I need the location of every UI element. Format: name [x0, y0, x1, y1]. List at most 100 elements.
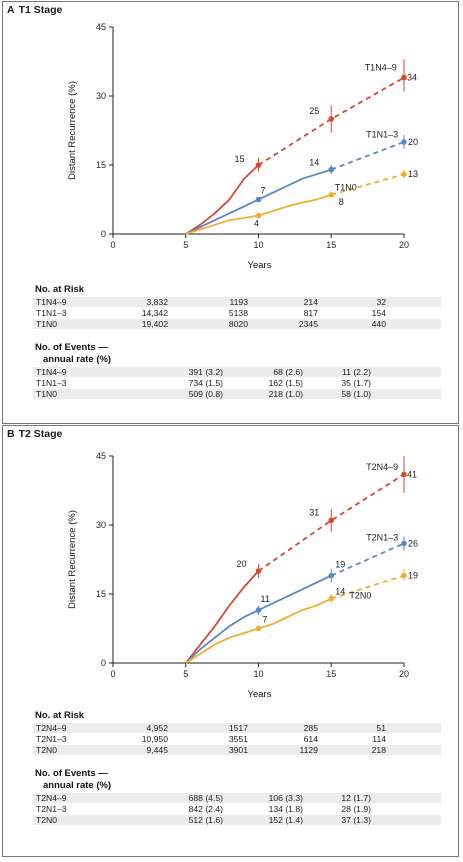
table-cell: 391 (3.2)	[188, 367, 223, 377]
table-cell: 162 (1.5)	[268, 378, 303, 388]
table-heading: annual rate (%)	[43, 354, 112, 365]
risk-row: T2N4–9 4,952 1517 285 51	[33, 723, 441, 733]
data-point	[401, 471, 407, 478]
table-cell: 28 (1.9)	[341, 804, 371, 814]
y-axis-title: Distant Recurrence (%)	[67, 510, 78, 609]
row-label: T2N0	[36, 815, 58, 825]
data-point	[328, 595, 335, 602]
x-tick-label: 10	[253, 669, 263, 679]
table-cell: 106 (3.3)	[268, 793, 303, 803]
table-cell: 512 (1.6)	[188, 815, 223, 825]
x-tick-label: 5	[183, 669, 188, 679]
row-label: T2N4–9	[36, 793, 67, 803]
table-cell: 842 (2.4)	[188, 804, 223, 814]
series-projected-line	[330, 141, 405, 171]
panel-letter: A	[7, 4, 15, 16]
data-label: 31	[309, 507, 319, 517]
x-tick-label: 5	[183, 240, 188, 250]
row-label: T2N1–3	[36, 804, 67, 814]
y-axis-title: Distant Recurrence (%)	[67, 81, 78, 180]
data-point	[328, 166, 335, 173]
x-tick-label: 10	[253, 240, 263, 250]
table-cell: 3551	[228, 734, 248, 744]
data-label: 15	[234, 154, 244, 164]
series-name-label: T1N4–9	[365, 63, 397, 73]
table-cell: 3901	[228, 745, 248, 755]
events-row: T1N4–9 391 (3.2) 68 (2.6) 11 (2.2)	[33, 367, 441, 377]
events-row: T1N0 509 (0.8) 218 (1.0) 58 (1.0)	[33, 389, 441, 399]
data-label: 4	[254, 219, 259, 229]
data-label: 7	[261, 186, 266, 196]
table-heading: annual rate (%)	[43, 780, 112, 791]
table-heading: No. of Events —	[35, 342, 108, 353]
table-heading: No. of Events —	[35, 768, 108, 779]
series-name-label: T1N0	[335, 182, 357, 192]
table-cell: 8020	[228, 319, 248, 329]
panel-t2-stage: B T2 Stage 0 15 30 45 0 5 10 15 20 Years Distant Re…	[2, 425, 459, 857]
table-cell: 35 (1.7)	[341, 378, 371, 388]
table-cell: 688 (4.5)	[188, 793, 223, 803]
panel-letter: B	[7, 428, 15, 440]
row-label: T2N1–3	[36, 734, 67, 744]
data-label: 19	[335, 560, 345, 570]
data-label: 34	[407, 73, 417, 83]
data-point	[255, 607, 262, 613]
y-tick-label: 0	[101, 658, 106, 668]
data-label: 20	[408, 137, 418, 147]
data-point	[328, 116, 335, 122]
panel-t1-stage: A T1 Stage 0 15 30 45 0 5 10 15 20 Years Distant Re…	[2, 1, 459, 424]
table-cell: 3,832	[146, 297, 168, 307]
panel-title-text: T1 Stage	[18, 4, 63, 16]
data-label: 14	[335, 587, 345, 597]
y-tick-label: 45	[96, 22, 106, 32]
data-point	[401, 139, 407, 145]
y-tick-label: 30	[96, 91, 106, 101]
table-cell: 114	[372, 734, 386, 744]
table-cell: 51	[376, 723, 386, 733]
risk-row: T2N0 9,445 3901 1129 218	[33, 745, 441, 755]
row-label: T1N0	[36, 389, 58, 399]
x-tick-label: 0	[110, 669, 115, 679]
risk-table-t1: No. at Risk T1N4–9 3,832 1193 214 32 T1N1–3 14,…	[3, 280, 458, 420]
data-label: 11	[261, 594, 270, 604]
series-name-label: T2N4–9	[366, 462, 398, 472]
x-tick-label: 15	[326, 240, 336, 250]
table-cell: 134 (1.8)	[268, 804, 303, 814]
table-cell: 218	[371, 745, 386, 755]
risk-row: T1N4–9 3,832 1193 214 32	[33, 297, 441, 307]
table-heading: No. at Risk	[35, 710, 85, 721]
data-label: 19	[408, 571, 418, 581]
y-tick-label: 15	[96, 160, 106, 170]
table-cell: 9,445	[146, 745, 168, 755]
table-cell: 14,342	[141, 308, 168, 318]
events-row: T1N1–3 734 (1.5) 162 (1.5) 35 (1.7)	[33, 378, 441, 388]
chart-t2-stage: 0 15 30 45 0 5 10 15 20 Years Distant Recurrence (…	[67, 451, 418, 700]
series-name-label: T2N1–3	[366, 533, 398, 543]
table-cell: 58 (1.0)	[341, 389, 371, 399]
table-cell: 154	[371, 308, 386, 318]
data-point	[401, 171, 407, 177]
row-label: T1N4–9	[36, 367, 67, 377]
x-tick-label: 20	[399, 240, 409, 250]
data-point	[328, 517, 335, 524]
table-cell: 37 (1.3)	[341, 815, 371, 825]
row-label: T1N1–3	[36, 308, 67, 318]
table-cell: 509 (0.8)	[188, 389, 223, 399]
events-row: T2N4–9 688 (4.5) 106 (3.3) 12 (1.7)	[33, 793, 441, 803]
table-cell: 440	[371, 319, 386, 329]
x-tick-label: 15	[326, 669, 336, 679]
panel-title-text: T2 Stage	[18, 428, 63, 440]
series-observed-line	[185, 164, 260, 235]
data-point	[255, 568, 262, 574]
chart-t1-stage: 0 15 30 45 0 5 10 15 20 Years Distant Recurrence (…	[67, 22, 418, 271]
series-observed-line	[185, 570, 260, 664]
table-cell: 1193	[229, 297, 248, 307]
series-projected-line	[331, 173, 405, 196]
table-cell: 614	[303, 734, 318, 744]
data-label: 13	[408, 169, 418, 179]
series-projected-line	[330, 542, 405, 577]
table-cell: 1517	[228, 723, 248, 733]
table-cell: 1129	[299, 745, 318, 755]
data-point	[255, 625, 262, 632]
table-cell: 10,950	[141, 734, 168, 744]
